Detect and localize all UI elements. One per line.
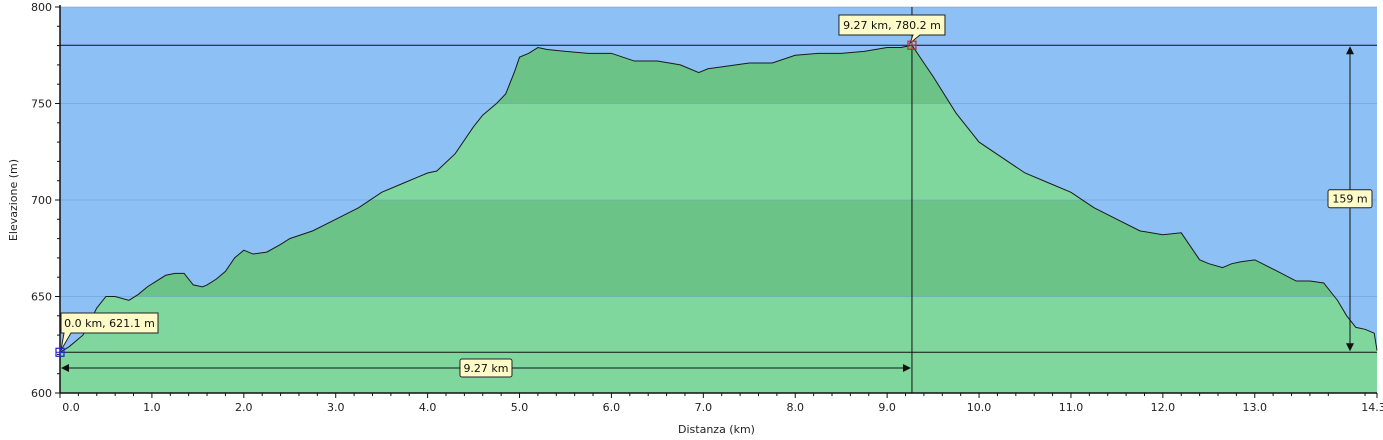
x-tick-label: 9.0 xyxy=(878,401,896,414)
x-axis-title: Distanza (km) xyxy=(678,423,755,436)
x-tick-label: 6.0 xyxy=(603,401,621,414)
y-axis-title: Elevazione (m) xyxy=(7,159,20,241)
x-tick-label: 1.0 xyxy=(143,401,161,414)
x-tick-label: 4.0 xyxy=(419,401,437,414)
y-tick-label: 600 xyxy=(31,387,52,400)
x-tick-label: 2.0 xyxy=(235,401,253,414)
height-callout: 159 m xyxy=(1327,189,1373,209)
x-axis-ticks: 0.0 1.0 2.0 3.0 4.0 5.0 6.0 7.0 8.0 9.0 10.0 11.0 12… xyxy=(59,393,1383,414)
end-point-label: 9.27 km, 780.2 m xyxy=(843,19,941,32)
grid-lines xyxy=(60,6,1377,297)
x-tick-label: 10.0 xyxy=(967,401,992,414)
start-point-callout: 0.0 km, 621.1 m xyxy=(60,312,159,351)
x-tick-label: 3.0 xyxy=(327,401,345,414)
distance-label: 9.27 km xyxy=(463,362,508,375)
measurement-lines xyxy=(60,7,1377,393)
end-point-callout: 9.27 km, 780.2 m xyxy=(838,14,946,45)
y-tick-label: 650 xyxy=(31,291,52,304)
x-tick-label: 7.0 xyxy=(695,401,713,414)
distance-callout: 9.27 km xyxy=(459,358,513,378)
x-tick-label: 5.0 xyxy=(511,401,529,414)
point-markers xyxy=(55,40,917,357)
elevation-band xyxy=(60,296,1377,393)
y-tick-label: 750 xyxy=(31,98,52,111)
start-point-marker xyxy=(55,347,65,357)
end-point-marker xyxy=(907,40,917,50)
distance-arrow-left xyxy=(61,364,69,372)
elevation-area-outline xyxy=(59,44,1378,353)
axes xyxy=(59,5,1377,394)
x-tick-label: 8.0 xyxy=(786,401,804,414)
y-axis-ticks: 600 650 700 750 800 xyxy=(31,1,60,400)
x-tick-label: 14.33 xyxy=(1361,401,1383,414)
x-tick-label: 0.0 xyxy=(62,401,80,414)
distance-arrow-right xyxy=(902,364,911,372)
x-tick-label: 13.0 xyxy=(1243,401,1268,414)
height-arrow-top xyxy=(1346,46,1354,55)
x-tick-label: 12.0 xyxy=(1151,401,1176,414)
y-tick-label: 700 xyxy=(31,194,52,207)
start-point-label: 0.0 km, 621.1 m xyxy=(64,317,155,330)
height-label: 159 m xyxy=(1332,193,1367,206)
height-arrow-bottom xyxy=(1346,343,1354,352)
y-tick-label: 800 xyxy=(31,1,52,14)
callouts: 9.27 km 159 m 0.0 km, 621.1 m 9.27 km, 7… xyxy=(60,14,1373,378)
x-tick-label: 11.0 xyxy=(1059,401,1084,414)
